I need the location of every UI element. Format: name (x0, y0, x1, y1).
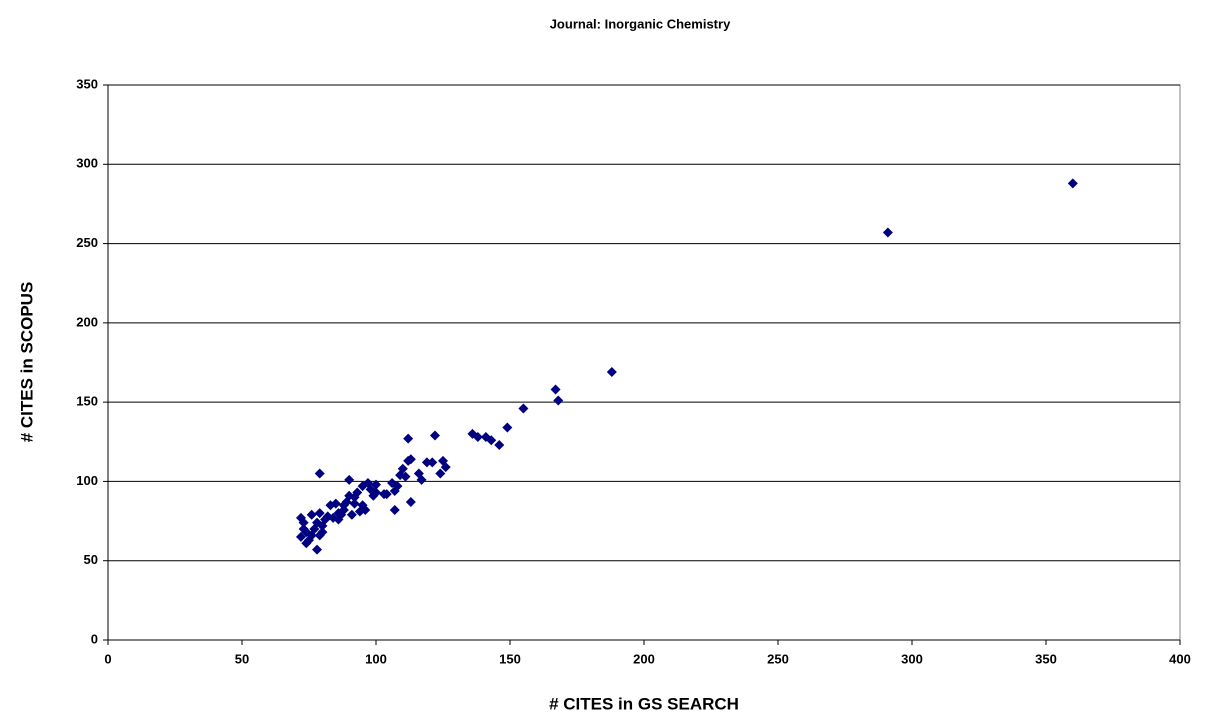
y-tick-label: 350 (76, 76, 98, 91)
point (349, 492, 360, 503)
x-tick-label: 200 (633, 651, 655, 666)
point (480, 432, 491, 443)
point (395, 470, 406, 481)
point (314, 530, 325, 541)
chart-title: Journal: Inorganic Chemistry (550, 16, 731, 31)
point (389, 504, 400, 515)
point (1067, 178, 1078, 189)
point (379, 489, 390, 500)
point (494, 439, 505, 450)
point (349, 498, 360, 509)
point (403, 455, 414, 466)
point (333, 514, 344, 525)
point (338, 500, 349, 511)
y-axis-label: # CITES in SCOPUS (17, 282, 36, 443)
y-tick-label: 200 (76, 314, 98, 329)
point (435, 468, 446, 479)
y-tick-label: 150 (76, 394, 98, 409)
x-tick-label: 150 (499, 651, 521, 666)
point (387, 478, 398, 489)
plot-area (107, 84, 1181, 641)
point (298, 517, 309, 528)
y-tick-label: 50 (84, 552, 98, 567)
point (467, 428, 478, 439)
y-tick-label: 100 (76, 473, 98, 488)
point (357, 500, 368, 511)
point (306, 509, 317, 520)
point (882, 227, 893, 238)
x-tick-label: 100 (365, 651, 387, 666)
x-tick-label: 300 (901, 651, 923, 666)
point (502, 422, 513, 433)
point (606, 367, 617, 378)
point (518, 403, 529, 414)
point (438, 455, 448, 466)
point (295, 531, 306, 542)
x-axis-label: # CITES in GS SEARCH (549, 694, 739, 713)
point (314, 508, 325, 519)
point (325, 500, 336, 511)
y-tick-label: 300 (76, 156, 98, 171)
point (553, 395, 564, 406)
point (413, 468, 424, 479)
x-tick-label: 400 (1169, 651, 1191, 666)
point (403, 433, 414, 444)
point (405, 497, 416, 508)
point (301, 538, 312, 549)
point (298, 524, 309, 534)
x-tick-label: 250 (767, 651, 789, 666)
point (389, 485, 400, 496)
y-tick-label: 250 (76, 235, 98, 250)
point (344, 474, 355, 485)
x-tick-label: 0 (104, 651, 111, 666)
x-tick-label: 350 (1035, 651, 1057, 666)
point (429, 430, 440, 441)
point (421, 457, 432, 468)
x-tick-label: 50 (235, 651, 249, 666)
point (357, 481, 368, 492)
point (312, 544, 323, 555)
point (346, 509, 357, 520)
point (333, 508, 344, 519)
point (427, 457, 438, 468)
point (371, 479, 381, 490)
y-tick-label: 0 (91, 631, 98, 646)
point (550, 384, 561, 395)
point (314, 468, 325, 479)
